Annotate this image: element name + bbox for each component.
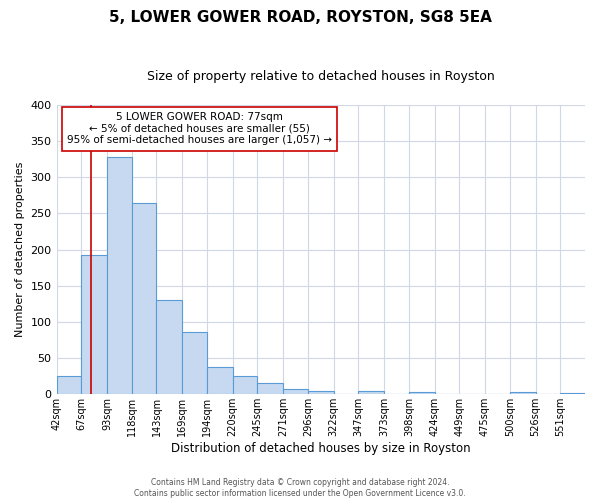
Bar xyxy=(283,388,308,394)
Bar xyxy=(409,392,434,394)
X-axis label: Distribution of detached houses by size in Royston: Distribution of detached houses by size … xyxy=(171,442,470,455)
Text: Contains HM Land Registry data © Crown copyright and database right 2024.
Contai: Contains HM Land Registry data © Crown c… xyxy=(134,478,466,498)
Bar xyxy=(233,376,257,394)
Bar xyxy=(308,390,334,394)
Bar xyxy=(107,157,132,394)
Bar xyxy=(56,376,81,394)
Bar xyxy=(510,392,536,394)
Title: Size of property relative to detached houses in Royston: Size of property relative to detached ho… xyxy=(147,70,494,83)
Text: 5, LOWER GOWER ROAD, ROYSTON, SG8 5EA: 5, LOWER GOWER ROAD, ROYSTON, SG8 5EA xyxy=(109,10,491,25)
Bar xyxy=(257,382,283,394)
Bar xyxy=(207,367,233,394)
Text: 5 LOWER GOWER ROAD: 77sqm
← 5% of detached houses are smaller (55)
95% of semi-d: 5 LOWER GOWER ROAD: 77sqm ← 5% of detach… xyxy=(67,112,332,146)
Bar xyxy=(182,332,207,394)
Bar xyxy=(560,393,585,394)
Bar xyxy=(132,202,157,394)
Bar xyxy=(81,254,107,394)
Bar xyxy=(358,392,384,394)
Y-axis label: Number of detached properties: Number of detached properties xyxy=(15,162,25,338)
Bar xyxy=(157,300,182,394)
